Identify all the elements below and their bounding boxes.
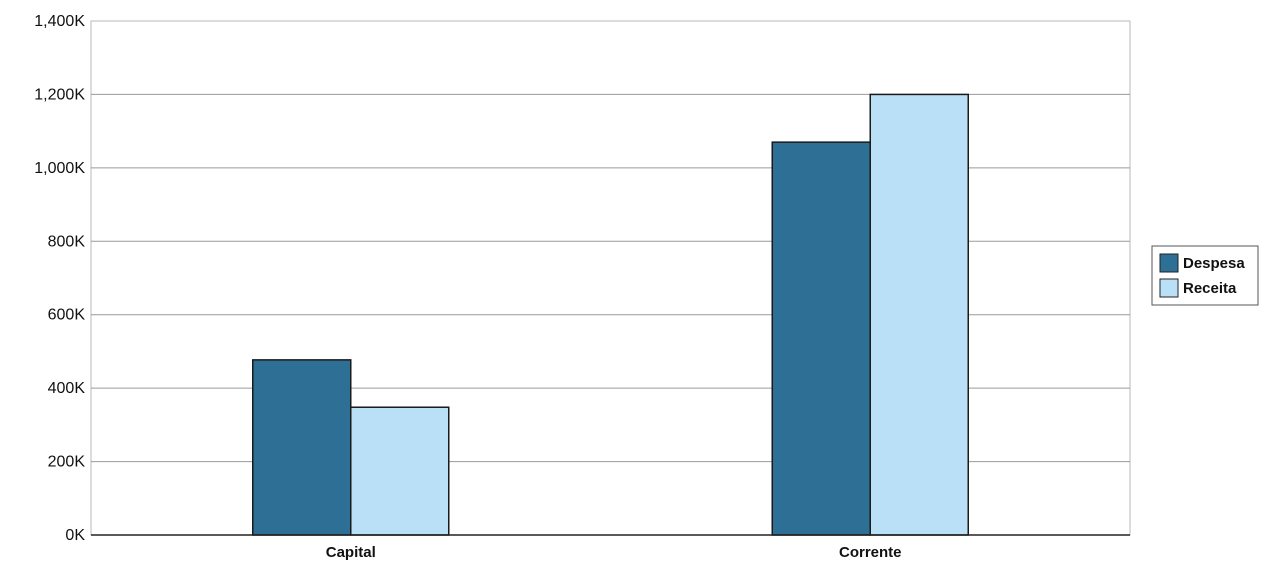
plot-area <box>90 20 1131 536</box>
y-tick-label: 0K <box>65 527 85 544</box>
bars <box>252 93 969 536</box>
bar-despesa-capital <box>252 359 352 536</box>
x-axis-categories: Capital Corrente <box>326 544 902 561</box>
legend-swatch-despesa <box>1159 253 1179 273</box>
legend: Despesa Receita <box>1151 245 1259 306</box>
x-category-label: Corrente <box>839 544 902 561</box>
y-axis-ticks: 0K 200K 400K 600K 800K 1,000K 1,200K 1,400K <box>34 13 85 544</box>
y-tick-label: 200K <box>48 454 86 471</box>
y-tick-label: 1,200K <box>34 86 85 103</box>
y-tick-label: 1,000K <box>34 160 85 177</box>
bar-receita-corrente <box>869 93 969 536</box>
y-tick-label: 400K <box>48 380 86 397</box>
x-category-label: Capital <box>326 544 376 561</box>
y-tick-label: 600K <box>48 307 86 324</box>
y-tick-label: 800K <box>48 233 86 250</box>
y-tick-label: 1,400K <box>34 13 85 30</box>
legend-label-despesa: Despesa <box>1183 255 1245 272</box>
bar-despesa-corrente <box>771 141 871 536</box>
legend-label-receita: Receita <box>1183 280 1237 297</box>
legend-swatch-receita <box>1159 278 1179 298</box>
bar-receita-capital <box>350 406 450 536</box>
